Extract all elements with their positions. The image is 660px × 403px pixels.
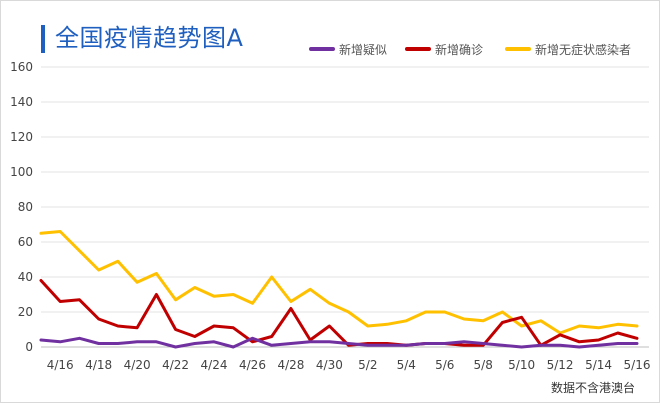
y-tick-label-120: 120 (10, 130, 33, 144)
y-tick-label-100: 100 (10, 165, 33, 179)
x-tick-label-5-6: 5/6 (435, 358, 454, 372)
series-line-confirmed (39, 279, 639, 347)
x-tick-label-4-18: 4/18 (85, 358, 112, 372)
legend-swatch-asymptomatic (505, 47, 531, 51)
series-line-suspected (39, 336, 639, 349)
legend-swatch-confirmed (405, 47, 431, 51)
x-tick-label-5-14: 5/14 (585, 358, 612, 372)
x-tick-label-4-30: 4/30 (316, 358, 343, 372)
x-tick-label-5-10: 5/10 (508, 358, 535, 372)
y-tick-label-40: 40 (18, 270, 33, 284)
y-tick-label-0: 0 (25, 340, 33, 354)
source-note: 数据不含港澳台 (550, 381, 635, 395)
y-tick-label-140: 140 (10, 95, 33, 109)
legend-label-asymptomatic: 新增无症状感染者 (535, 42, 632, 57)
x-tick-label-4-24: 4/24 (201, 358, 228, 372)
x-tick-label-4-22: 4/22 (162, 358, 189, 372)
x-tick-label-5-12: 5/12 (547, 358, 574, 372)
x-tick-label-5-8: 5/8 (474, 358, 493, 372)
title-accent-bar (41, 25, 45, 53)
series-line-asymptomatic (39, 230, 639, 335)
legend-item-suspected: 新增疑似 (309, 39, 387, 59)
legend-label-confirmed: 新增确诊 (435, 42, 484, 57)
legend-swatch-suspected (309, 47, 335, 51)
chart-title: 全国疫情趋势图A (55, 24, 244, 52)
y-tick-label-60: 60 (18, 235, 33, 249)
y-tick-label-160: 160 (10, 60, 33, 74)
x-tick-label-4-28: 4/28 (277, 358, 304, 372)
x-tick-label-5-2: 5/2 (358, 358, 377, 372)
x-tick-label-4-16: 4/16 (47, 358, 74, 372)
legend-item-confirmed: 新增确诊 (405, 39, 483, 59)
x-tick-label-4-26: 4/26 (239, 358, 266, 372)
x-tick-label-4-20: 4/20 (124, 358, 151, 372)
y-tick-label-80: 80 (18, 200, 33, 214)
legend-label-suspected: 新增疑似 (339, 42, 388, 57)
y-tick-label-20: 20 (18, 305, 33, 319)
x-tick-label-5-16: 5/16 (624, 358, 651, 372)
legend-item-asymptomatic: 新增无症状感染者 (505, 39, 631, 59)
x-tick-label-5-4: 5/4 (397, 358, 416, 372)
